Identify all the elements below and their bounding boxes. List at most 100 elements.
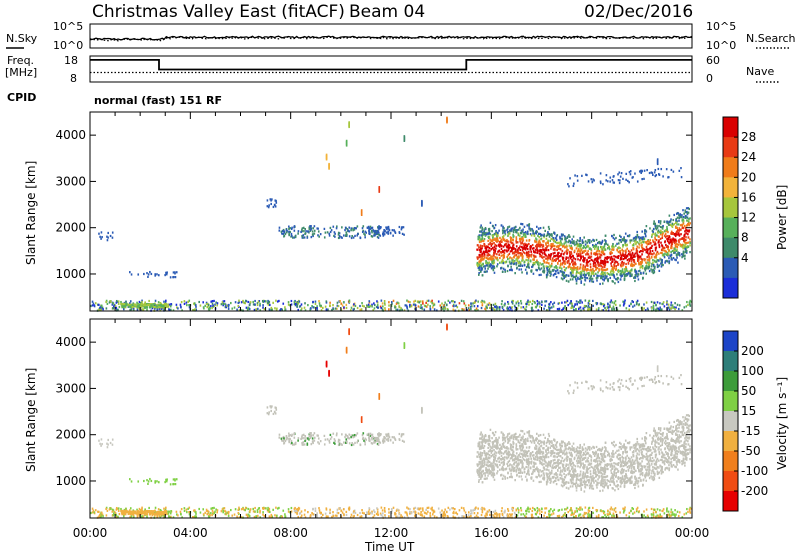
velocity-cell: [603, 512, 605, 514]
power-cell: [522, 249, 524, 251]
power-cell: [500, 255, 502, 257]
velocity-cell: [670, 511, 672, 513]
power-cell: [637, 256, 639, 258]
power-cell: [636, 241, 638, 243]
power-cell: [648, 241, 650, 243]
power-cell: [606, 268, 608, 270]
power-cell: [595, 245, 597, 247]
power-cell: [465, 304, 467, 306]
power-colorbar-swatch: [723, 218, 738, 239]
power-cell: [586, 242, 588, 244]
velocity-cell: [388, 515, 390, 517]
power-cell: [332, 304, 334, 306]
power-cell: [646, 248, 648, 250]
power-cell: [560, 253, 562, 255]
power-cell: [679, 213, 681, 215]
power-cell: [589, 269, 591, 271]
power-cell: [641, 170, 643, 172]
power-cell: [116, 300, 118, 302]
power-cell: [619, 247, 621, 249]
power-cell: [536, 226, 538, 228]
power-cell: [600, 273, 602, 275]
power-cell: [339, 300, 341, 302]
power-cell: [683, 213, 685, 215]
power-cell: [653, 271, 655, 273]
power-cell: [591, 253, 593, 255]
velocity-cell: [320, 512, 322, 514]
power-cell: [668, 257, 670, 259]
power-cell: [563, 245, 565, 247]
power-cell: [434, 304, 436, 306]
velocity-cell: [438, 507, 440, 509]
velocity-cell: [98, 516, 100, 518]
power-cell: [541, 267, 543, 269]
velocity-cell: [267, 509, 269, 511]
power-cell: [531, 269, 533, 271]
power-cell: [406, 299, 408, 301]
power-cell: [580, 263, 582, 265]
power-cell: [567, 304, 569, 306]
power-cell: [415, 304, 417, 306]
velocity-cell: [329, 511, 331, 513]
power-cell: [599, 283, 601, 285]
velocity-cell: [406, 514, 408, 516]
power-cell: [506, 250, 508, 252]
power-cell: [669, 236, 671, 238]
power-cell: [532, 258, 534, 260]
power-cell: [663, 301, 665, 303]
power-cell: [686, 247, 688, 249]
power-cell: [631, 300, 633, 302]
power-cell: [346, 234, 348, 236]
velocity-cell: [349, 506, 351, 508]
power-cell: [578, 272, 580, 274]
velocity-cell: [277, 507, 279, 509]
power-cell: [546, 249, 548, 251]
power-cell: [681, 176, 683, 178]
power-colorbar-swatch: [723, 278, 738, 299]
power-cell: [602, 282, 604, 284]
velocity-cell: [312, 513, 314, 515]
power-cell: [591, 273, 593, 275]
power-cell: [353, 303, 355, 305]
power-cell: [589, 242, 591, 244]
noise-left-label: N.Sky: [6, 32, 38, 45]
power-cell: [576, 243, 578, 245]
power-cell: [264, 308, 266, 310]
power-cell: [176, 271, 178, 273]
power-colorbar-tick-label: 24: [741, 150, 756, 164]
power-cell: [522, 306, 524, 308]
power-cell: [664, 221, 666, 223]
power-cell: [507, 226, 509, 228]
power-cell: [614, 276, 616, 278]
power-cell: [494, 308, 496, 310]
power-cell: [673, 257, 675, 259]
power-cell: [514, 272, 516, 274]
power-cell: [304, 236, 306, 238]
velocity-cell: [581, 508, 583, 510]
power-cell: [587, 268, 589, 270]
power-cell: [146, 306, 148, 308]
velocity-cell: [310, 514, 312, 516]
power-cell: [509, 226, 511, 228]
power-cell: [579, 237, 581, 239]
power-cell: [499, 241, 501, 243]
power-cell: [659, 246, 661, 248]
power-cell: [548, 257, 550, 259]
velocity-cell: [131, 515, 133, 517]
power-cell: [288, 301, 290, 303]
power-cell: [515, 240, 517, 242]
velocity-cell: [395, 516, 397, 518]
velocity-cell: [106, 514, 108, 516]
velocity-cell: [434, 511, 436, 513]
power-cell: [341, 237, 343, 239]
power-cell: [211, 307, 213, 309]
power-cell: [448, 300, 450, 302]
power-cell: [650, 268, 652, 270]
power-cell: [617, 264, 619, 266]
velocity-cell: [95, 509, 97, 511]
power-cell: [348, 121, 350, 123]
power-cell: [555, 259, 557, 261]
power-cell: [577, 175, 579, 177]
velocity-cell: [502, 513, 504, 515]
power-cell: [613, 182, 615, 184]
